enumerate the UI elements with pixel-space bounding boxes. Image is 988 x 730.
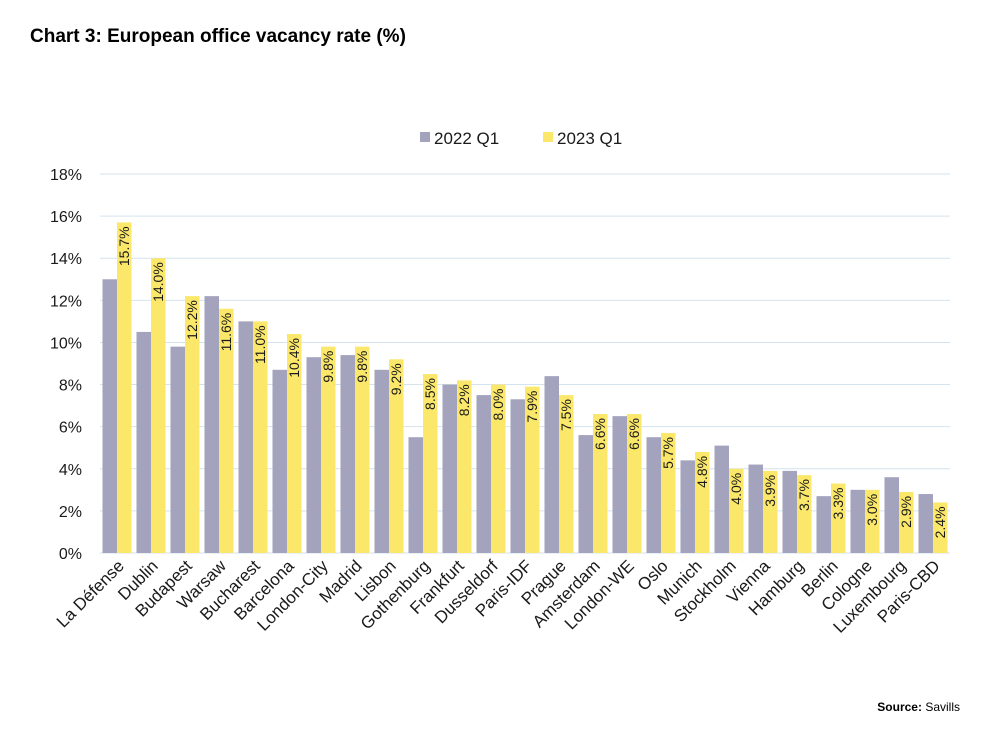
data-label: 6.6% (592, 418, 608, 450)
data-label: 11.6% (218, 313, 234, 352)
bar-2023-q1 (117, 222, 132, 553)
data-label: 6.6% (626, 418, 642, 450)
bar-2023-q1 (355, 346, 370, 553)
bar-2023-q1 (389, 359, 404, 553)
legend-label-2022: 2022 Q1 (434, 129, 499, 148)
legend-swatch-2022 (420, 132, 430, 142)
bar-2022-q1 (884, 477, 899, 553)
data-label: 5.7% (660, 437, 676, 469)
y-tick-label: 4% (59, 462, 82, 479)
y-tick-label: 2% (59, 504, 82, 521)
bar-2022-q1 (340, 355, 355, 553)
data-label: 2.4% (932, 506, 948, 538)
y-tick-label: 12% (50, 293, 82, 310)
bar-2023-q1 (457, 380, 472, 553)
legend: 2022 Q1 2023 Q1 (420, 129, 622, 148)
legend-swatch-2023 (543, 132, 553, 142)
bar-2022-q1 (646, 437, 661, 553)
bar-2023-q1 (559, 395, 574, 553)
bar-2022-q1 (272, 369, 287, 553)
bar-2022-q1 (816, 496, 831, 553)
bar-2023-q1 (661, 432, 676, 553)
data-label: 3.3% (830, 488, 846, 520)
bar-2023-q1 (321, 346, 336, 553)
data-label: 3.7% (796, 479, 812, 511)
bar-2023-q1 (525, 386, 540, 553)
bar-2022-q1 (170, 346, 185, 553)
bar-2022-q1 (136, 331, 151, 553)
bar-2022-q1 (714, 445, 729, 553)
source-label: Source: (877, 700, 922, 714)
bar-2022-q1 (748, 464, 763, 553)
data-label: 9.8% (320, 351, 336, 383)
bar-2023-q1 (933, 502, 948, 553)
bar-2023-q1 (593, 414, 608, 553)
bar-2022-q1 (476, 395, 491, 553)
data-label: 7.5% (558, 399, 574, 431)
data-label: 14.0% (150, 262, 166, 302)
bar-2023-q1 (831, 483, 846, 553)
bar-2023-q1 (185, 296, 200, 553)
bar-2023-q1 (797, 475, 812, 553)
bar-2023-q1 (729, 468, 744, 553)
bar-2023-q1 (865, 489, 880, 553)
source-note: Source: Savills (877, 700, 960, 714)
x-axis-labels: La DéfenseDublinBudapestWarsawBucharestB… (53, 556, 944, 637)
source-text: Savills (925, 700, 960, 714)
bar-2022-q1 (918, 494, 933, 553)
bar-2022-q1 (782, 470, 797, 553)
bar-2022-q1 (612, 416, 627, 553)
bar-2023-q1 (423, 374, 438, 553)
bar-2023-q1 (151, 258, 166, 553)
bar-2022-q1 (578, 435, 593, 553)
data-label: 12.2% (184, 300, 200, 340)
bar-2022-q1 (204, 296, 219, 553)
data-label: 15.7% (116, 226, 132, 266)
data-label: 4.0% (728, 473, 744, 505)
bar-2023-q1 (491, 384, 506, 553)
y-tick-label: 10% (50, 335, 82, 352)
bar-2023-q1 (899, 491, 914, 553)
y-tick-label: 16% (50, 209, 82, 226)
bars (102, 222, 948, 553)
bar-2022-q1 (680, 460, 695, 553)
bar-2022-q1 (850, 489, 865, 553)
bar-2023-q1 (627, 414, 642, 553)
data-label: 7.9% (524, 391, 540, 423)
bar-2022-q1 (408, 437, 423, 553)
bar-2022-q1 (374, 369, 389, 553)
y-tick-label: 6% (59, 420, 82, 437)
y-axis-ticks: 0% 2% 4% 6% 8% 10% 12% 14% 16% 18% (50, 167, 82, 563)
data-label: 11.0% (252, 325, 268, 364)
data-label: 10.4% (286, 338, 302, 378)
bar-2023-q1 (253, 321, 268, 553)
data-label: 3.0% (864, 494, 880, 526)
data-label: 9.8% (354, 351, 370, 383)
legend-label-2023: 2023 Q1 (557, 129, 622, 148)
data-label: 8.0% (490, 389, 506, 421)
chart-title: Chart 3: European office vacancy rate (%… (30, 26, 406, 47)
bar-2022-q1 (102, 279, 117, 553)
data-label: 9.2% (388, 363, 404, 395)
bar-chart: 0% 2% 4% 6% 8% 10% 12% 14% 16% 18% 15.7% 14.0% 12.2… (50, 129, 950, 637)
data-label: 4.8% (694, 456, 710, 488)
bar-2022-q1 (306, 357, 321, 553)
bar-2022-q1 (544, 376, 559, 553)
bar-2022-q1 (442, 384, 457, 553)
data-label: 2.9% (898, 496, 914, 528)
bar-2022-q1 (238, 321, 253, 553)
data-labels: 15.7% 14.0% 12.2% 11.6% 11.0% 10.4% 9.8% 9.8% 9.… (116, 226, 948, 538)
y-tick-label: 14% (50, 251, 82, 268)
bar-2023-q1 (287, 334, 302, 553)
data-label: 8.2% (456, 384, 472, 416)
bar-2023-q1 (763, 470, 778, 553)
y-tick-label: 0% (59, 546, 82, 563)
bar-2023-q1 (695, 451, 710, 553)
data-label: 8.5% (422, 378, 438, 410)
y-tick-label: 18% (50, 167, 82, 184)
y-tick-label: 8% (59, 378, 82, 395)
data-label: 3.9% (762, 475, 778, 507)
bar-2022-q1 (510, 399, 525, 553)
bar-2023-q1 (219, 308, 234, 553)
